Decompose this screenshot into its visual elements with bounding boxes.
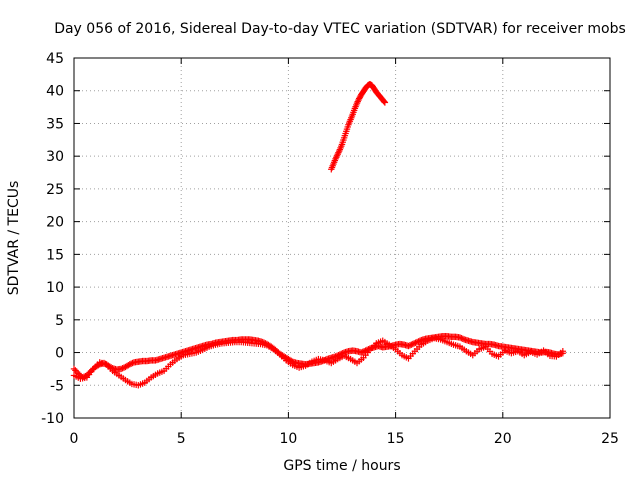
data-point — [354, 98, 361, 105]
data-point — [125, 362, 132, 369]
y-tick-label: 5 — [55, 313, 64, 329]
y-tick-labels: -10 -5 0 5 10 15 20 25 30 35 40 45 — [41, 51, 64, 427]
data-point — [458, 334, 465, 342]
plot-frame — [73, 57, 611, 419]
data-point — [355, 96, 362, 104]
data-point — [380, 98, 388, 105]
y-tick-label: -5 — [50, 378, 64, 394]
data-point — [353, 99, 361, 107]
y-tick-label: -10 — [41, 411, 64, 427]
data-point — [358, 349, 365, 356]
grid — [74, 58, 610, 418]
data-point — [360, 348, 368, 355]
data-point — [127, 360, 135, 367]
data-point — [120, 364, 128, 371]
data-point — [381, 99, 389, 106]
data-point — [459, 335, 466, 342]
data-point — [412, 339, 419, 346]
y-tick-label: 30 — [46, 149, 64, 165]
x-tick-labels: 0 5 10 15 20 25 — [70, 431, 619, 447]
data-point — [72, 367, 79, 374]
data-point — [413, 338, 421, 346]
y-axis-label: SDTVAR / TECUs — [6, 181, 22, 296]
x-tick-label: 0 — [70, 431, 79, 447]
data-point — [415, 338, 422, 345]
data-point — [456, 334, 464, 341]
x-axis-label: GPS time / hours — [283, 458, 400, 474]
data-point — [126, 361, 133, 368]
data-point — [119, 365, 126, 372]
axis-ticks — [73, 57, 611, 419]
y-tick-label: 20 — [46, 215, 64, 231]
data-point — [70, 365, 78, 373]
data-point — [410, 340, 418, 347]
x-tick-label: 5 — [177, 431, 186, 447]
data-point — [405, 342, 412, 350]
data-point — [335, 147, 343, 155]
data-point — [416, 337, 424, 344]
y-tick-label: 45 — [46, 51, 64, 67]
y-tick-label: 0 — [55, 346, 64, 362]
data-point — [408, 341, 415, 348]
data-point — [333, 152, 341, 159]
data-point — [359, 348, 366, 356]
x-tick-label: 20 — [494, 431, 512, 447]
data-point — [335, 351, 342, 359]
y-tick-label: 15 — [46, 247, 64, 263]
data-point — [107, 364, 115, 371]
x-tick-label: 10 — [279, 431, 297, 447]
y-tick-label: 35 — [46, 116, 64, 132]
data-point — [117, 365, 125, 373]
data-point — [80, 373, 88, 380]
data-point — [409, 340, 416, 348]
data-point — [335, 149, 342, 156]
data-point — [333, 154, 340, 161]
y-tick-label: 25 — [46, 182, 64, 198]
data-point — [332, 155, 339, 162]
data-point — [73, 368, 81, 376]
data-point — [334, 151, 341, 158]
data-marks — [70, 80, 567, 389]
chart-title: Day 056 of 2016, Sidereal Day-to-day VTE… — [54, 21, 626, 37]
x-tick-label: 25 — [601, 431, 619, 447]
y-tick-label: 10 — [46, 280, 64, 296]
x-tick-label: 15 — [387, 431, 405, 447]
data-point — [95, 362, 102, 369]
y-tick-label: 40 — [46, 84, 64, 100]
data-point — [406, 342, 414, 349]
data-point — [365, 346, 372, 353]
data-point — [559, 348, 567, 355]
data-point — [129, 359, 136, 367]
